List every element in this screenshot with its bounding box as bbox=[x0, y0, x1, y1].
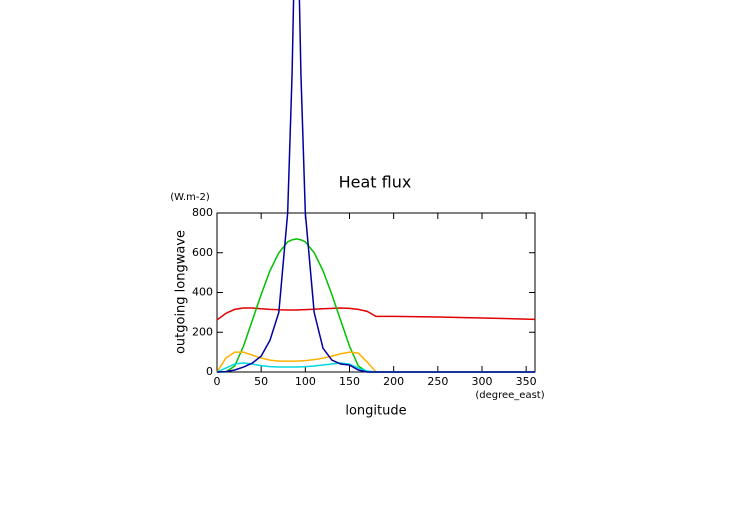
series-line bbox=[217, 238, 535, 373]
x-tick-label: 200 bbox=[383, 375, 404, 388]
plot-frame bbox=[216, 212, 536, 373]
y-tick-label: 600 bbox=[192, 246, 213, 259]
series-line bbox=[216, 0, 535, 373]
y-axis-label: outgoing longwave bbox=[174, 230, 189, 354]
y-tick-label: 200 bbox=[192, 325, 213, 338]
x-tick-label: 0 bbox=[214, 375, 221, 388]
x-tick-label: 100 bbox=[295, 375, 316, 388]
series-line bbox=[216, 362, 535, 373]
x-tick-label: 300 bbox=[472, 375, 493, 388]
y-tick-label: 400 bbox=[192, 286, 213, 299]
x-tick-label: 250 bbox=[427, 375, 448, 388]
x-unit: (degree_east) bbox=[475, 390, 544, 401]
x-tick-label: 50 bbox=[254, 375, 268, 388]
y-tick-label: 800 bbox=[192, 206, 213, 219]
y-tick-label: 0 bbox=[206, 365, 213, 378]
series-line bbox=[216, 307, 536, 321]
chart-title: Heat flux bbox=[339, 173, 412, 192]
y-unit: (W.m-2) bbox=[170, 192, 210, 203]
x-axis-label: longitude bbox=[345, 404, 406, 419]
x-tick-label: 350 bbox=[516, 375, 537, 388]
series-line bbox=[216, 351, 535, 373]
x-tick-label: 150 bbox=[339, 375, 360, 388]
